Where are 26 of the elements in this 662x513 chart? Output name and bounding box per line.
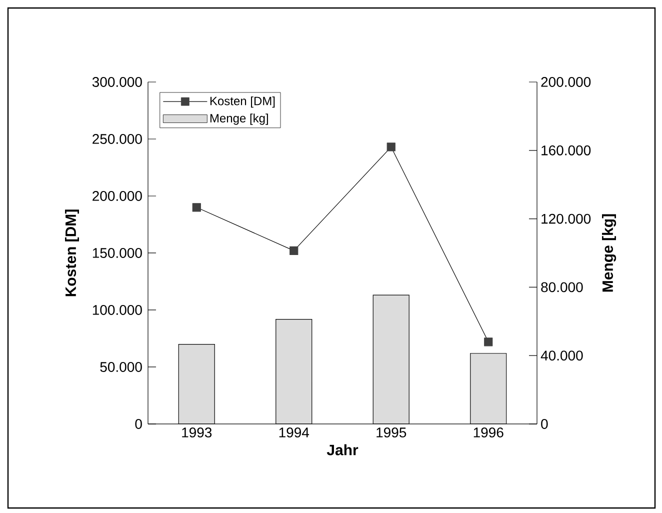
y-tick-label: 200.000: [92, 191, 142, 201]
y-tick-label: 100.000: [92, 305, 142, 315]
x-axis-title: Jahr: [326, 444, 358, 456]
x-tick-label: 1996: [474, 428, 504, 438]
x-tick-label: 1994: [279, 428, 310, 438]
y2-tick-label: 200.000: [541, 77, 591, 87]
y2-tick-label: 40.000: [540, 350, 583, 361]
y2-tick-label: 0: [541, 419, 548, 429]
point: [484, 338, 493, 346]
point: [386, 142, 396, 152]
y-tick-label: 0: [135, 419, 142, 429]
y2-axis-title: Menge [kg]: [602, 214, 616, 292]
legend-label: Kosten [DM]: [210, 96, 275, 108]
y2-tick-label: 160.000: [542, 145, 591, 156]
legend-label: Menge [kg]: [210, 114, 268, 125]
y-tick-label: 300.000: [92, 77, 142, 87]
x-tick-label: 1995: [376, 428, 406, 438]
y-tick-label: 150.000: [92, 248, 142, 258]
x-tick-label: 1993: [182, 428, 212, 438]
y-tick-label: 250.000: [92, 134, 142, 144]
y-axis-title: Kosten [DM]: [65, 210, 79, 296]
point: [290, 246, 298, 256]
y2-tick-label: 80.000: [541, 282, 583, 292]
y2-tick-label: 120.000: [542, 214, 591, 224]
point: [192, 203, 201, 212]
y-tick-label: 50.000: [100, 362, 142, 372]
